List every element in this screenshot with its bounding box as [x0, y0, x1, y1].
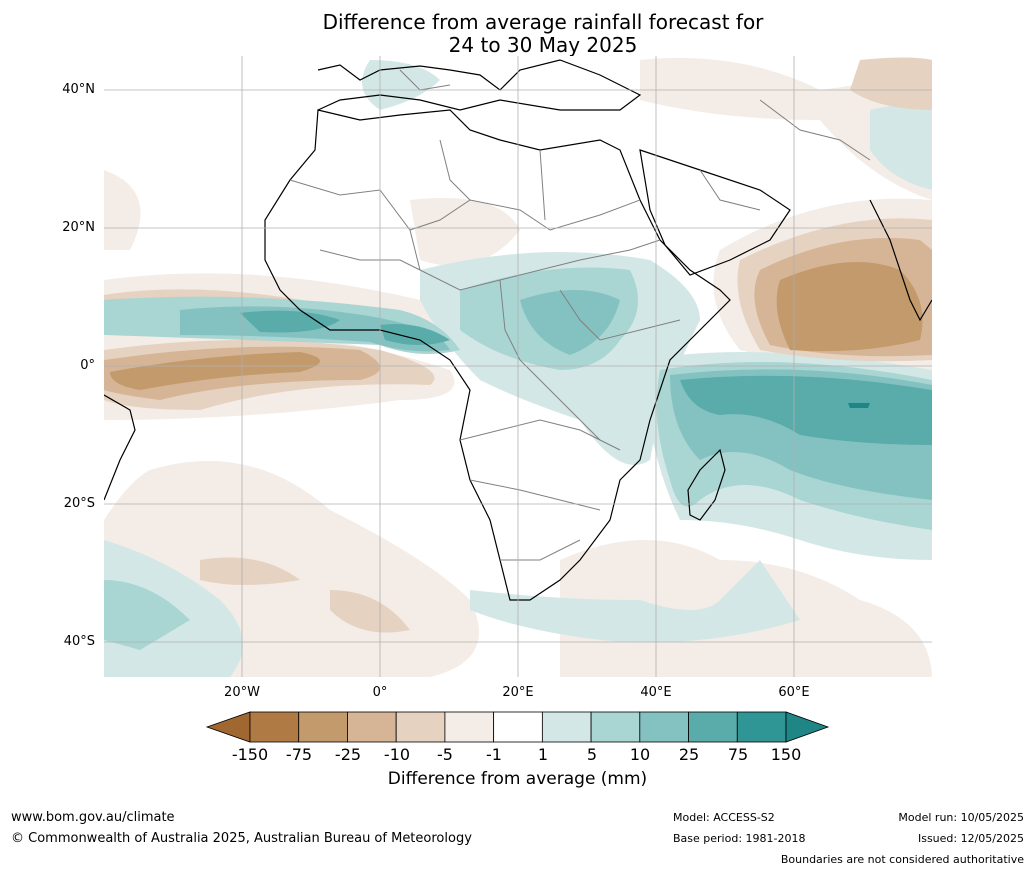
chart-title-line2: 24 to 30 May 2025 [448, 33, 638, 57]
anomaly-patch-dry [110, 352, 320, 390]
anomaly-patch-dry [410, 198, 520, 266]
colorbar-tick: 10 [629, 745, 651, 764]
colorbar-tick: 150 [770, 745, 802, 764]
colorbar-tick: -75 [285, 745, 313, 764]
lon-label: 60°E [778, 685, 810, 700]
anomaly-patch-dry [200, 557, 300, 585]
colorbar-tick: 5 [586, 745, 598, 764]
colorbar-tick: 25 [678, 745, 700, 764]
colorbar-min-arrow [205, 711, 251, 743]
anomaly-patch-dry [104, 170, 141, 250]
lon-label: 20°E [502, 685, 534, 700]
lon-label: 20°W [224, 685, 260, 700]
anomaly-patch-wet [848, 403, 870, 408]
lat-label: 20°N [62, 220, 95, 235]
colorbar-tick: -150 [231, 745, 269, 764]
lon-label: 40°E [640, 685, 672, 700]
india-coastline [869, 199, 932, 322]
lat-label: 40°N [62, 82, 95, 97]
colorbar-cell [541, 711, 592, 743]
colorbar-cell [347, 711, 397, 743]
colorbar-tick: 1 [537, 745, 549, 764]
colorbar-cell [298, 711, 348, 743]
footer-url: www.bom.gov.au/climate [11, 810, 175, 825]
south-america-coastline [104, 394, 136, 501]
colorbar-tick: -1 [486, 745, 502, 764]
map-field [104, 56, 932, 677]
colorbar-cell [395, 711, 446, 743]
colorbar-cell [688, 711, 738, 743]
colorbar-tick: -5 [437, 745, 453, 764]
colorbar-cell [736, 711, 787, 743]
anomaly-patch-wet [362, 60, 440, 110]
madagascar-coastline [687, 448, 726, 521]
colorbar-max-arrow [785, 711, 830, 743]
lat-label: 20°S [63, 496, 95, 511]
lat-label: 40°S [63, 634, 95, 649]
colorbar-title: Difference from average (mm) [387, 769, 648, 789]
lon-label: 0° [372, 685, 388, 700]
footer-issued: Issued: 12/05/2025 [917, 832, 1024, 845]
anomaly-patch-wet [680, 375, 932, 445]
chart-title-line1: Difference from average rainfall forecas… [322, 10, 764, 34]
anomaly-patch-wet [470, 560, 800, 643]
africa-coastline [264, 109, 731, 601]
anomaly-patch-dry [850, 57, 932, 110]
colorbar-cell [493, 711, 543, 743]
footer-model: Model: ACCESS-S2 [673, 811, 775, 824]
anomaly-patch-wet [870, 105, 932, 190]
europe-coastline [317, 59, 642, 111]
anomaly-patch-dry [330, 590, 410, 633]
anomaly-patch-wet [520, 290, 620, 355]
colorbar-cell [249, 711, 300, 743]
colorbar-cell [444, 711, 495, 743]
colorbar-tick: -25 [334, 745, 362, 764]
colorbar [205, 711, 830, 743]
lat-label: 0° [80, 358, 95, 373]
arabia-coastline [639, 149, 791, 276]
colorbar-tick: -10 [383, 745, 411, 764]
colorbar-cell [639, 711, 689, 743]
anomaly-patch-wet [380, 324, 450, 345]
colorbar-tick: 75 [727, 745, 749, 764]
colorbar-cell [590, 711, 641, 743]
anomaly-patch-wet [240, 310, 340, 333]
anomaly-patch-wet [104, 580, 190, 650]
anomaly-patch-dry [776, 262, 923, 352]
graticule [104, 56, 932, 677]
footer-disclaimer: Boundaries are not considered authoritat… [780, 853, 1024, 866]
footer-model-run: Model run: 10/05/2025 [898, 811, 1024, 824]
footer-copyright: © Commonwealth of Australia 2025, Austra… [11, 831, 472, 846]
footer-base-period: Base period: 1981-2018 [673, 832, 806, 845]
country-borders [289, 69, 871, 561]
